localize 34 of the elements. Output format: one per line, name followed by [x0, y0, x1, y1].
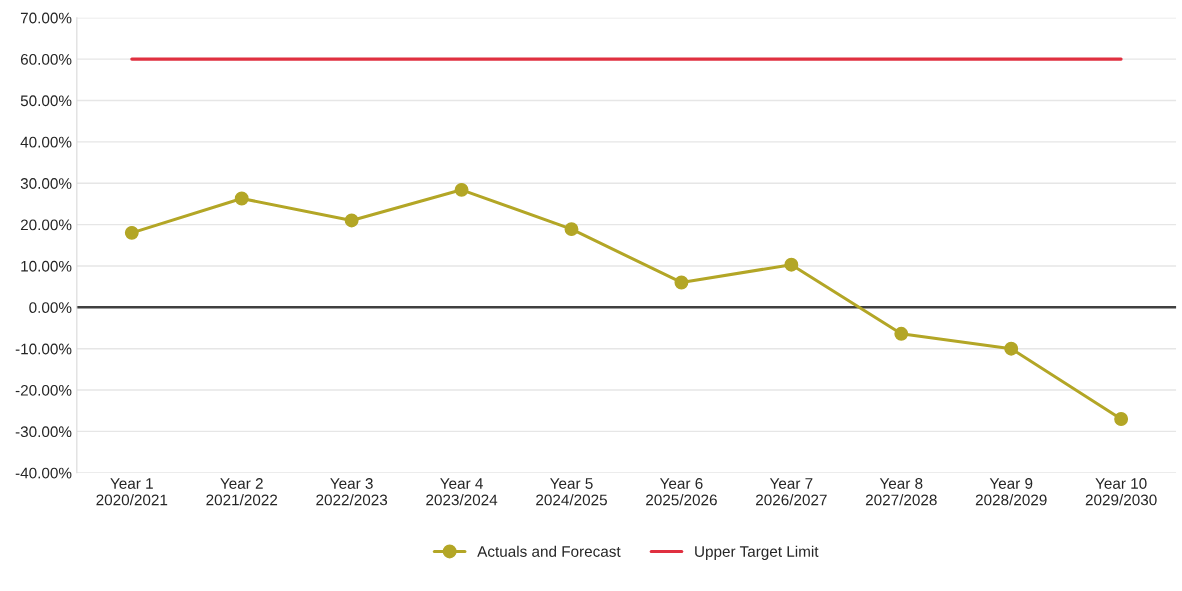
y-tick-label: 30.00% — [20, 178, 72, 189]
y-tick-label: 50.00% — [20, 95, 72, 107]
point — [1114, 412, 1129, 426]
x-tick-label: Year 2 2021/2022 — [206, 478, 278, 506]
y-tick-label: 70.00% — [20, 12, 72, 24]
point — [454, 182, 469, 197]
legend-label: Upper Target Limit — [695, 545, 819, 560]
x-tick-label: Year 1 2020/2021 — [96, 478, 168, 506]
x-tick-label: Year 4 2023/2024 — [426, 478, 498, 506]
y-tick-label: -20.00% — [15, 384, 72, 396]
y-tick-label: -10.00% — [15, 343, 72, 355]
point — [124, 225, 139, 240]
y-tick-label: 0.00% — [29, 302, 72, 314]
x-tick-label: Year 9 2028/2029 — [975, 478, 1047, 506]
y-tick-label: -30.00% — [15, 426, 72, 438]
x-tick-label: Year 6 2025/2026 — [646, 478, 717, 506]
x-tick-label: Year 7 2026/2027 — [756, 478, 827, 506]
y-tick-label: -40.00% — [15, 467, 72, 479]
y-tick-label: 60.00% — [20, 53, 72, 65]
x-tick-label: Year 3 2022/2023 — [316, 478, 388, 506]
y-tick-label: 40.00% — [20, 136, 72, 148]
point — [564, 222, 579, 237]
point — [1004, 341, 1019, 356]
point — [674, 275, 689, 290]
point — [894, 326, 909, 341]
point — [784, 257, 799, 272]
x-tick-label: Year 5 2024/2025 — [536, 478, 607, 506]
point — [344, 213, 359, 228]
x-tick-label: Year 8 2027/2028 — [865, 478, 937, 506]
y-tick-label: 20.00% — [20, 219, 72, 231]
legend-label: Actuals and Forecast — [477, 545, 621, 557]
x-tick-label: Year 10 2029/2030 — [1085, 478, 1157, 506]
point — [234, 191, 249, 206]
y-tick-label: 10.00% — [21, 260, 72, 272]
